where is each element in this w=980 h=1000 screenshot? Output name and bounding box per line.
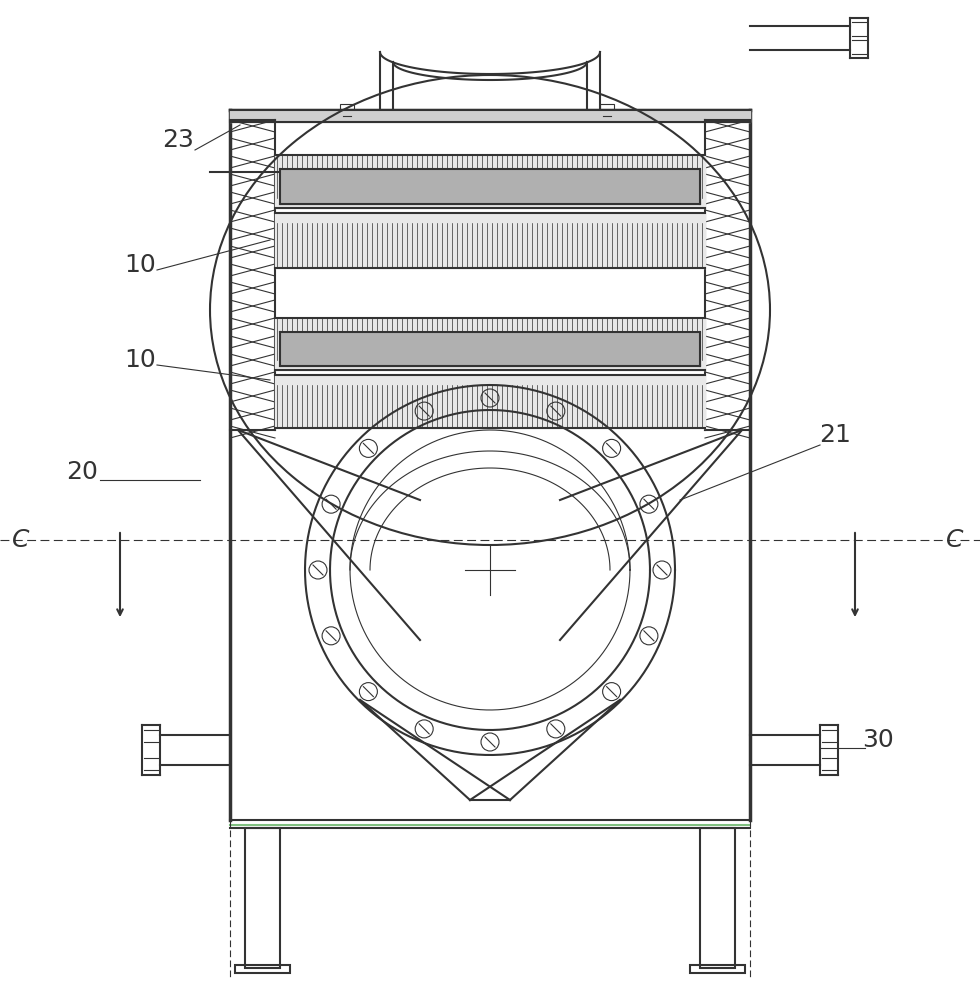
Bar [600,104,614,112]
Bar [280,332,700,366]
Bar [280,169,700,204]
Text: 30: 30 [862,728,894,752]
Bar [245,828,280,968]
Bar [700,828,735,968]
Bar [690,965,745,973]
Bar [235,965,290,973]
Bar [340,104,354,112]
Bar [275,213,705,268]
Bar [275,155,705,208]
Bar [230,110,750,122]
Text: C: C [12,528,29,552]
Bar [275,375,705,428]
Text: 10: 10 [124,348,156,372]
Text: 21: 21 [819,423,851,447]
Text: 20: 20 [66,460,98,484]
Text: 23: 23 [162,128,194,152]
Bar [275,318,705,370]
Text: 10: 10 [124,253,156,277]
Text: C: C [946,528,963,552]
